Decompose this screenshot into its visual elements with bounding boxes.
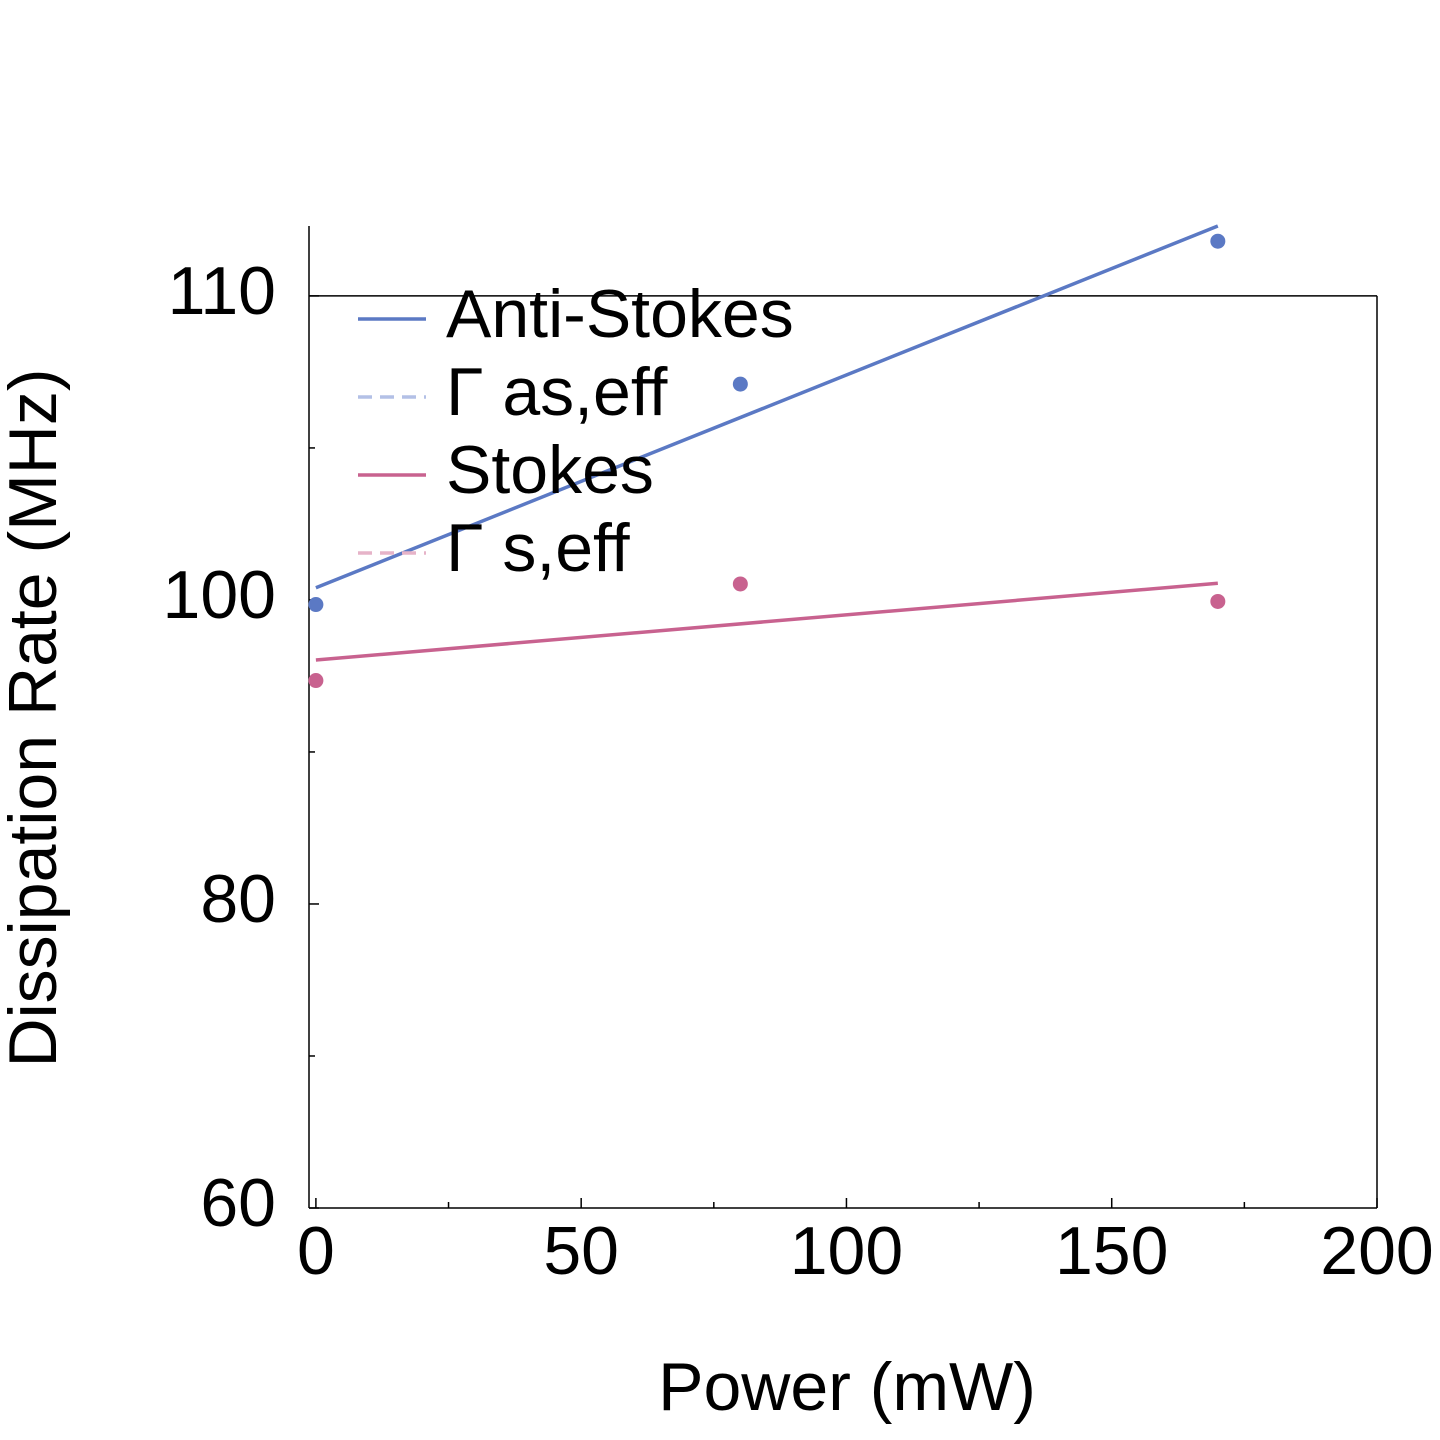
data-point bbox=[308, 673, 324, 689]
fit-line bbox=[315, 224, 1219, 590]
data-point bbox=[732, 376, 748, 392]
x-tick-label: 50 bbox=[543, 1213, 619, 1289]
y-tick-label: 80 bbox=[200, 861, 276, 937]
y-axis-label: Dissipation Rate (MHz) bbox=[0, 368, 71, 1067]
x-tick-label: 150 bbox=[1055, 1213, 1168, 1289]
x-axis-label: Power (mW) bbox=[658, 1349, 1036, 1425]
fit-line bbox=[315, 581, 1218, 662]
x-tick-label: 0 bbox=[297, 1213, 335, 1289]
y-tick-label: 100 bbox=[163, 557, 276, 633]
legend-label: Stokes bbox=[446, 432, 654, 508]
x-tick-label: 200 bbox=[1320, 1213, 1433, 1289]
x-tick-label: 100 bbox=[790, 1213, 903, 1289]
legend-label: Γ s,eff bbox=[446, 510, 630, 586]
data-point bbox=[308, 597, 324, 613]
data-point bbox=[732, 576, 748, 592]
y-tick-label: 60 bbox=[200, 1165, 276, 1241]
legend-label: Anti-Stokes bbox=[446, 276, 794, 352]
legend-label: Γ as,eff bbox=[446, 354, 668, 430]
data-point bbox=[1210, 233, 1226, 249]
y-tick-label: 110 bbox=[168, 253, 276, 329]
data-point bbox=[1210, 593, 1226, 609]
